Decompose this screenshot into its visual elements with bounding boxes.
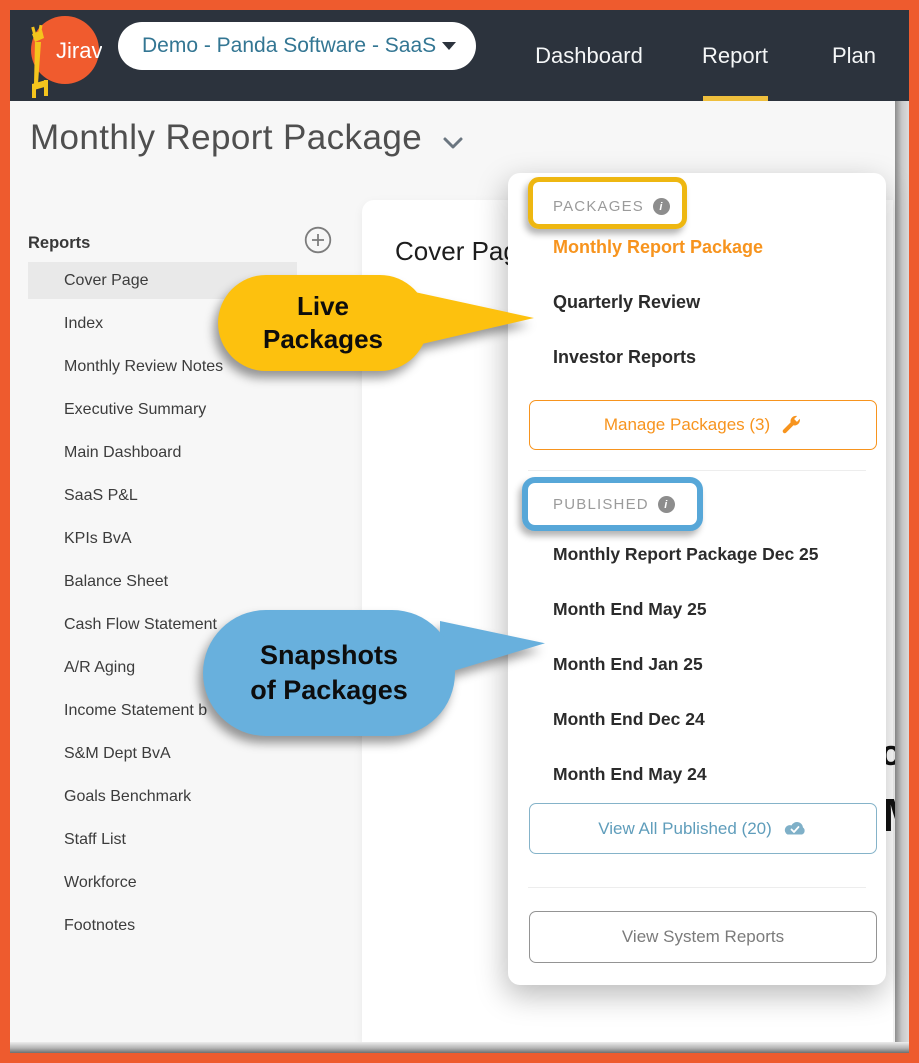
sidebar-item-index[interactable]: Index	[28, 305, 297, 342]
sidebar-item-executive-summary[interactable]: Executive Summary	[28, 391, 297, 428]
sidebar-item-label: A/R Aging	[64, 659, 136, 676]
plus-circle-icon	[304, 226, 332, 254]
caret-down-icon	[442, 42, 456, 50]
packages-section-text: PACKAGES	[553, 198, 645, 215]
svg-text:Jirav: Jirav	[56, 38, 102, 63]
account-selector[interactable]: Demo - Panda Software - SaaS	[118, 22, 476, 70]
page-header: Monthly Report Package	[30, 118, 464, 158]
view-system-reports-button[interactable]: View System Reports	[529, 911, 877, 963]
published-item-month-end-dec-24[interactable]: Month End Dec 24	[553, 709, 705, 729]
sidebar-item-footnotes[interactable]: Footnotes	[28, 907, 297, 944]
page-title: Monthly Report Package	[30, 118, 423, 157]
jirav-logo[interactable]: Jirav	[20, 12, 102, 105]
sidebar-item-label: SaaS P&L	[64, 487, 138, 504]
sidebar-item-label: Cash Flow Statement	[64, 616, 217, 633]
sidebar-header: Reports	[28, 234, 91, 252]
sidebar-item-cash-flow-statement[interactable]: Cash Flow Statement	[28, 606, 297, 643]
packages-section-label: PACKAGES i	[553, 198, 671, 215]
sidebar-item-label: S&M Dept BvA	[64, 745, 171, 762]
published-section-text: PUBLISHED	[553, 496, 649, 513]
sidebar-item-workforce[interactable]: Workforce	[28, 864, 297, 901]
top-navigation-bar: Jirav Demo - Panda Software - SaaS Dashb…	[10, 10, 909, 101]
sidebar-item-income-statement[interactable]: Income Statement b	[28, 692, 297, 729]
chevron-down-icon[interactable]	[442, 136, 464, 150]
sidebar-item-staff-list[interactable]: Staff List	[28, 821, 297, 858]
sidebar-item-main-dashboard[interactable]: Main Dashboard	[28, 434, 297, 471]
sidebar-item-label: KPIs BvA	[64, 530, 132, 547]
callout-text-line2: Packages	[263, 324, 383, 354]
sidebar-item-sm-dept-bva[interactable]: S&M Dept BvA	[28, 735, 297, 772]
sidebar-item-label: Goals Benchmark	[64, 788, 192, 805]
sidebar-item-label: Workforce	[64, 874, 137, 891]
callout-text-line1: Snapshots	[259, 639, 399, 670]
sidebar-item-label: Income Statement b	[64, 702, 208, 719]
menu-divider	[528, 470, 866, 471]
active-tab-underline	[703, 96, 768, 101]
published-section-label: PUBLISHED i	[553, 496, 675, 513]
manage-packages-label: Manage Packages (3)	[603, 415, 771, 434]
add-report-button[interactable]	[304, 226, 332, 254]
sidebar-item-label: Main Dashboard	[64, 444, 182, 461]
info-icon[interactable]: i	[657, 496, 675, 513]
sidebar-item-label: Balance Sheet	[64, 573, 169, 590]
account-selector-label: Demo - Panda Software - SaaS	[142, 34, 437, 57]
published-item-month-end-may-25[interactable]: Month End May 25	[553, 599, 707, 619]
published-item-mrp-dec-25[interactable]: Monthly Report Package Dec 25	[553, 544, 819, 564]
sidebar-item-saas-pl[interactable]: SaaS P&L	[28, 477, 297, 514]
menu-item-monthly-report-package[interactable]: Monthly Report Package	[553, 237, 764, 257]
sidebar-item-balance-sheet[interactable]: Balance Sheet	[28, 563, 297, 600]
nav-tab-dashboard[interactable]: Dashboard	[535, 43, 643, 68]
sidebar-item-goals-benchmark[interactable]: Goals Benchmark	[28, 778, 297, 815]
published-highlight-box	[522, 477, 703, 531]
sidebar-item-label: Monthly Review Notes	[64, 358, 224, 375]
sidebar-item-ar-aging[interactable]: A/R Aging	[28, 649, 297, 686]
published-item-month-end-may-24[interactable]: Month End May 24	[553, 764, 707, 784]
callout-bubble: Live Packages	[218, 275, 428, 371]
view-all-published-button[interactable]: View All Published (20)	[529, 803, 877, 854]
callout-text-line1: Live	[296, 290, 350, 321]
view-system-reports-label: View System Reports	[621, 927, 785, 946]
wrench-icon	[782, 415, 801, 434]
menu-item-quarterly-review[interactable]: Quarterly Review	[553, 292, 701, 312]
menu-divider	[528, 887, 866, 888]
manage-packages-button[interactable]: Manage Packages (3)	[529, 400, 877, 450]
sidebar-item-label: Index	[64, 315, 104, 332]
callout-text-line2: of Packages	[250, 675, 408, 705]
sidebar-item-kpis-bva[interactable]: KPIs BvA	[28, 520, 297, 557]
sidebar-item-monthly-review-notes[interactable]: Monthly Review Notes	[28, 348, 297, 385]
report-packages-menu: PACKAGES i Monthly Report Package Quarte…	[508, 173, 886, 985]
sidebar-item-label: Executive Summary	[64, 401, 207, 418]
menu-item-investor-reports[interactable]: Investor Reports	[553, 347, 697, 367]
jirav-logo-icon: Jirav	[31, 16, 102, 98]
sidebar-item-label: Staff List	[64, 831, 126, 848]
packages-highlight-box	[528, 177, 687, 229]
info-icon[interactable]: i	[653, 198, 671, 215]
sidebar-item-label: Footnotes	[64, 917, 136, 934]
cloud-check-icon	[784, 821, 805, 834]
view-all-published-label: View All Published (20)	[598, 818, 772, 838]
vertical-scrollbar[interactable]	[895, 101, 909, 1042]
nav-tab-plan[interactable]: Plan	[831, 43, 877, 68]
horizontal-scrollbar[interactable]	[10, 1042, 909, 1053]
published-item-month-end-jan-25[interactable]: Month End Jan 25	[553, 654, 703, 674]
sidebar-item-label: Cover Page	[64, 272, 149, 289]
nav-tab-report[interactable]: Report	[701, 43, 769, 68]
callout-bubble: Snapshots of Packages	[203, 610, 455, 736]
